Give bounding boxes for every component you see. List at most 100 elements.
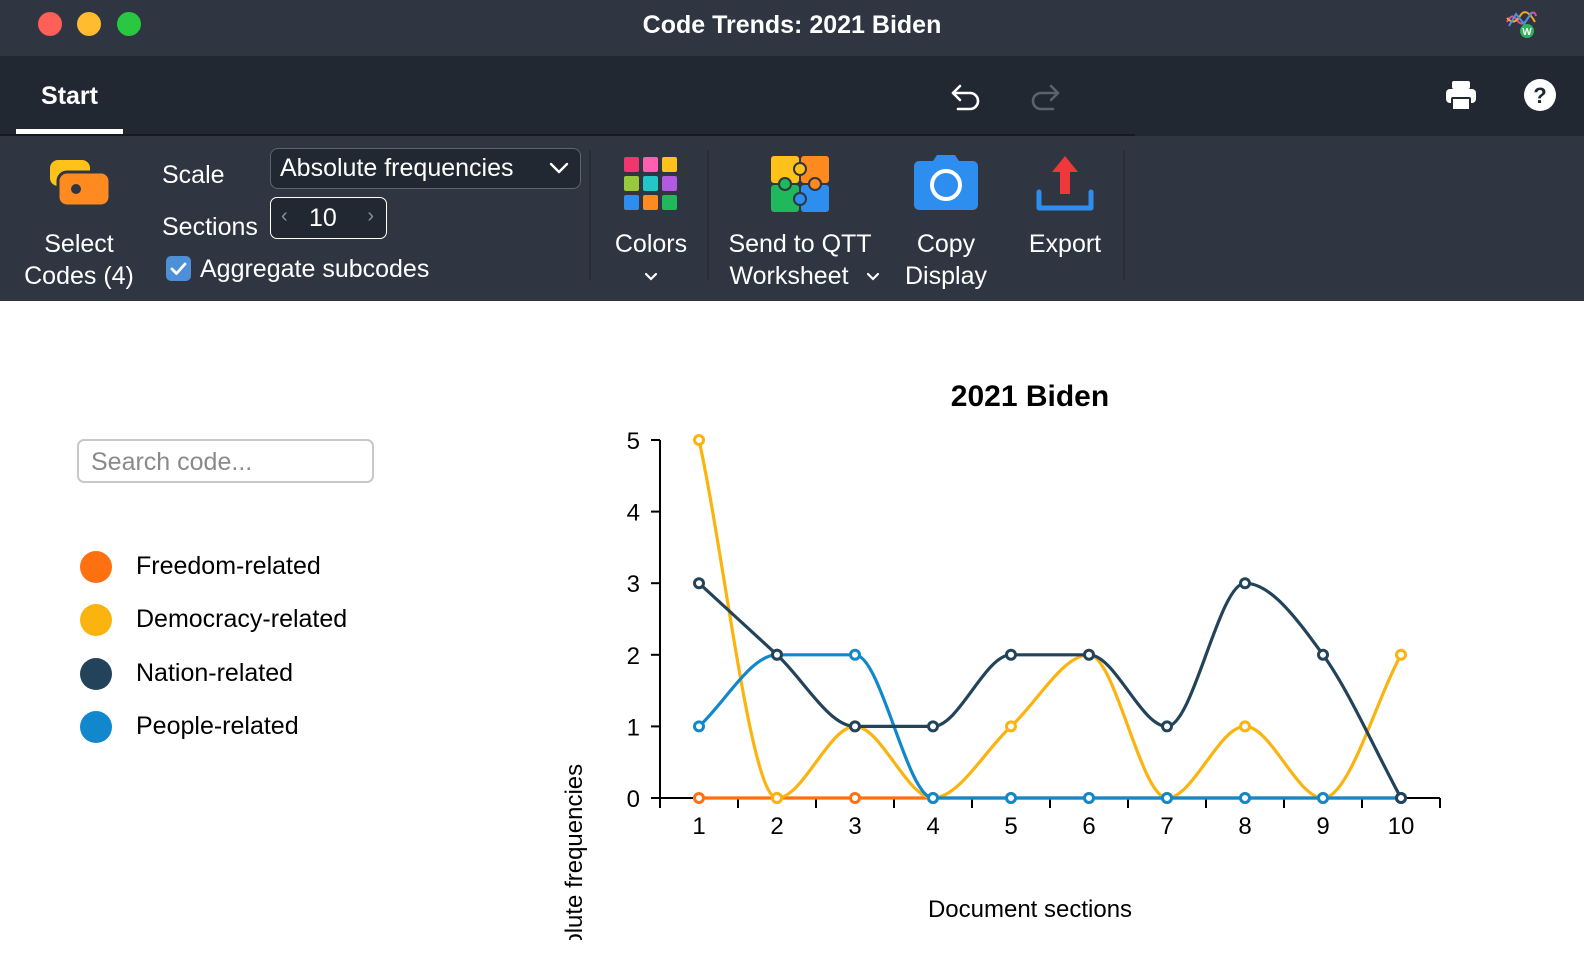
ribbon-divider	[0, 134, 1135, 136]
x-tick-label: 6	[1082, 813, 1095, 840]
copy-display-line1: Copy	[916, 230, 976, 258]
scale-select[interactable]: Absolute frequencies	[270, 148, 581, 189]
tab-start[interactable]: Start	[41, 82, 98, 110]
x-tick-label: 10	[1388, 813, 1415, 840]
aggregate-subcodes-label: Aggregate subcodes	[200, 255, 430, 283]
chart-title: 2021 Biden	[951, 380, 1109, 413]
data-point-nation-related	[1083, 648, 1095, 661]
data-point-people-related	[693, 720, 705, 733]
close-window-button[interactable]	[38, 12, 62, 36]
tab-bar: Start ?	[0, 56, 1584, 136]
send-qtt-chevron-icon[interactable]	[866, 272, 880, 282]
aggregate-subcodes-checkbox[interactable]	[166, 256, 191, 281]
data-point-people-related	[1317, 792, 1329, 804]
x-tick-label: 5	[1004, 813, 1017, 840]
data-point-nation-related	[1161, 720, 1173, 733]
chart-series	[693, 434, 1407, 804]
decrement-icon[interactable]: ‹	[281, 205, 288, 227]
redo-icon[interactable]	[1027, 82, 1063, 112]
help-icon[interactable]: ?	[1522, 77, 1558, 113]
legend-color-dot	[80, 658, 112, 690]
copy-display-button[interactable]: Copy Display	[894, 228, 998, 292]
legend-color-dot	[80, 711, 112, 743]
send-to-qtt-button[interactable]: Send to QTT Worksheet	[712, 228, 888, 292]
svg-text:?: ?	[1533, 83, 1546, 108]
select-codes-line1: Select	[44, 230, 114, 258]
camera-icon[interactable]	[913, 155, 979, 211]
export-label: Export	[1028, 230, 1102, 258]
colors-chevron-icon[interactable]	[644, 272, 658, 282]
data-point-nation-related	[693, 577, 705, 590]
active-tab-indicator	[16, 129, 123, 134]
data-point-nation-related	[771, 648, 783, 661]
send-qtt-line1: Send to QTT	[728, 230, 872, 258]
search-code-input[interactable]: Search code...	[77, 439, 374, 483]
colors-label: Colors	[614, 230, 688, 258]
window-title: Code Trends: 2021 Biden	[642, 11, 942, 39]
svg-text:W: W	[1522, 27, 1532, 38]
legend-label: Nation-related	[136, 659, 294, 687]
maxqda-icon: W	[1506, 11, 1537, 38]
select-codes-button[interactable]: Select Codes (4)	[10, 228, 148, 292]
x-axis-label: Document sections	[928, 896, 1132, 923]
legend-color-dot	[80, 604, 112, 636]
series-line-nation-related	[697, 581, 1403, 799]
undo-icon[interactable]	[948, 82, 984, 112]
send-qtt-line2: Worksheet	[729, 262, 849, 290]
data-point-democracy-related	[693, 434, 705, 446]
data-point-democracy-related	[1005, 720, 1017, 733]
ribbon-separator	[1123, 150, 1125, 280]
y-tick-label: 5	[627, 428, 640, 455]
y-tick-label: 4	[627, 500, 640, 527]
ribbon-separator	[707, 150, 709, 280]
x-tick-label: 4	[926, 813, 939, 840]
ribbon-separator	[589, 150, 591, 280]
y-tick-label: 3	[627, 571, 640, 598]
data-point-people-related	[1083, 792, 1095, 804]
y-tick-label: 1	[627, 714, 640, 741]
chart-axes: 0 1 2 3 4 5 1 2 3 4 5 6 7 8 9 10	[627, 428, 1441, 840]
legend-label: Democracy-related	[136, 605, 348, 633]
data-point-nation-related	[1317, 648, 1329, 661]
y-tick-label: 0	[627, 786, 640, 813]
print-icon[interactable]	[1443, 78, 1479, 114]
sections-label: Sections	[162, 213, 258, 241]
title-bar: Code Trends: 2021 Biden W	[0, 0, 1584, 56]
data-point-people-related	[849, 648, 861, 661]
legend-label: Freedom-related	[136, 552, 321, 580]
scale-select-value: Absolute frequencies	[280, 154, 514, 182]
data-point-democracy-related	[771, 792, 783, 804]
data-point-people-related	[927, 792, 939, 804]
colors-button[interactable]: Colors	[600, 228, 702, 260]
data-point-people-related	[1005, 792, 1017, 804]
data-point-people-related	[1239, 792, 1251, 804]
y-axis-label: Absolute frequencies	[561, 764, 588, 940]
x-tick-label: 2	[770, 813, 783, 840]
data-point-freedom-related	[693, 792, 705, 804]
data-point-democracy-related	[1395, 648, 1407, 661]
zoom-window-button[interactable]	[117, 12, 141, 36]
sections-stepper[interactable]: ‹ 10 ›	[270, 197, 387, 239]
data-point-nation-related	[1239, 577, 1251, 590]
checkmark-icon	[170, 262, 187, 275]
export-button[interactable]: Export	[1016, 228, 1114, 260]
increment-icon[interactable]: ›	[367, 205, 374, 227]
x-tick-label: 7	[1160, 813, 1173, 840]
legend-color-dot	[80, 551, 112, 583]
codes-icon[interactable]	[44, 152, 114, 214]
x-tick-label: 8	[1238, 813, 1251, 840]
export-icon[interactable]	[1036, 154, 1094, 214]
colors-icon[interactable]	[622, 155, 680, 213]
puzzle-icon[interactable]	[769, 154, 831, 214]
data-point-nation-related	[849, 720, 861, 733]
data-point-nation-related	[1005, 648, 1017, 661]
copy-display-line2: Display	[905, 262, 987, 290]
x-tick-label: 1	[692, 813, 705, 840]
sections-value: 10	[309, 204, 337, 232]
chevron-down-icon	[549, 162, 569, 174]
scale-label: Scale	[162, 161, 225, 189]
data-point-nation-related	[927, 720, 939, 733]
data-point-nation-related	[1395, 792, 1407, 804]
minimize-window-button[interactable]	[77, 12, 101, 36]
select-codes-line2: Codes (4)	[24, 262, 134, 290]
